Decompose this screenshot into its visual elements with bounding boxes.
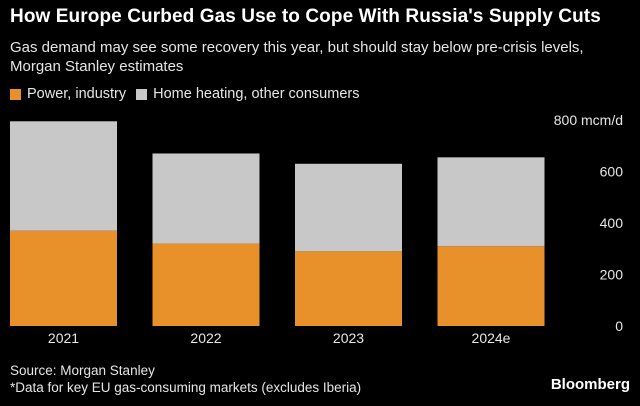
x-tick-label: 2021 — [48, 330, 79, 346]
y-tick-label: 0 — [615, 318, 623, 334]
footnote: *Data for key EU gas-consuming markets (… — [10, 380, 362, 395]
chart-subtitle: Gas demand may see some recovery this ye… — [10, 39, 584, 75]
y-tick-label: 400 — [600, 215, 624, 231]
y-tick-label: 200 — [600, 267, 624, 283]
bar-2022-heating — [152, 153, 260, 244]
legend-label-heating: Home heating, other consumers — [153, 86, 360, 102]
chart-title: How Europe Curbed Gas Use to Cope With R… — [10, 6, 601, 27]
chart-source: Source: Morgan Stanley *Data for key EU … — [10, 362, 361, 396]
bar-2021-power — [10, 230, 117, 326]
y-tick-label: 600 — [600, 164, 624, 180]
bar-2023-heating — [295, 163, 402, 252]
legend-label-power: Power, industry — [27, 86, 127, 102]
legend-item-power: Power, industry — [10, 86, 126, 102]
x-tick-label: 2022 — [190, 330, 221, 346]
bar-2024e-heating — [437, 157, 545, 247]
x-tick-label: 2024e — [472, 330, 511, 346]
y-tick-label: 800 mcm/d — [554, 112, 623, 128]
legend-swatch-power — [10, 88, 21, 100]
x-tick-label: 2023 — [333, 330, 364, 346]
bar-2023-power — [295, 251, 402, 326]
chart-legend: Power, industry Home heating, other cons… — [10, 86, 369, 102]
bloomberg-logo: Bloomberg — [550, 376, 630, 393]
legend-item-heating: Home heating, other consumers — [136, 86, 359, 102]
bar-2024e-power — [437, 246, 545, 326]
bar-2022-power — [152, 243, 260, 326]
bar-2021-heating — [10, 121, 117, 231]
legend-swatch-heating — [136, 88, 148, 100]
source-line: Source: Morgan Stanley — [10, 363, 155, 378]
